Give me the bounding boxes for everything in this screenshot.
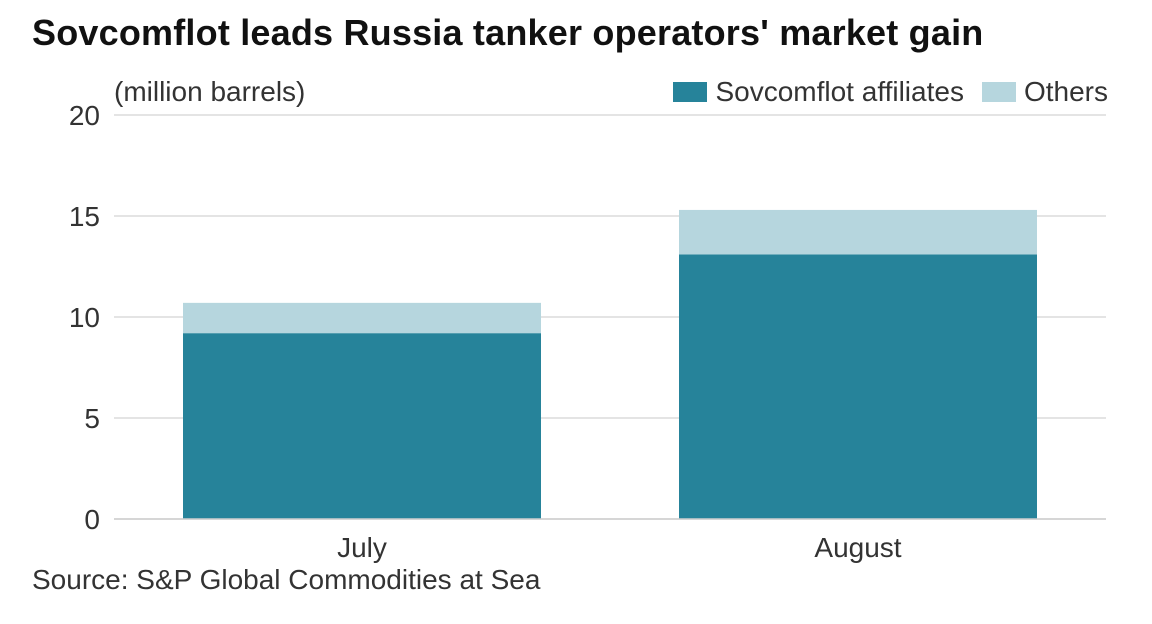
- x-tick-label-august: August: [814, 532, 901, 563]
- legend-item-sovcomflot: Sovcomflot affiliates: [673, 76, 964, 108]
- legend-swatch-others: [981, 82, 1016, 102]
- legend-swatch-sovcomflot: [673, 82, 708, 102]
- bar-august-others: [679, 209, 1037, 255]
- y-axis-unit-label: (million barrels): [114, 76, 306, 107]
- y-tick-label-5: 5: [84, 403, 100, 434]
- legend: Sovcomflot affiliates Others: [655, 76, 1108, 108]
- y-tick-label-20: 20: [69, 100, 100, 131]
- y-tick-label-10: 10: [69, 302, 100, 333]
- y-tick-label-15: 15: [69, 201, 100, 232]
- bar-july-others: [183, 302, 541, 334]
- x-tick-label-july: July: [337, 532, 387, 563]
- legend-label-sovcomflot: Sovcomflot affiliates: [715, 76, 964, 107]
- bar-august-sovcomflot-affiliates: [679, 254, 1037, 519]
- source-note: Source: S&P Global Commodities at Sea: [32, 564, 541, 595]
- legend-label-others: Others: [1023, 76, 1108, 107]
- y-tick-label-0: 0: [84, 504, 100, 535]
- legend-item-others: Others: [981, 76, 1108, 108]
- bar-july-sovcomflot-affiliates: [183, 333, 541, 519]
- chart-title: Sovcomflot leads Russia tanker operators…: [32, 12, 984, 53]
